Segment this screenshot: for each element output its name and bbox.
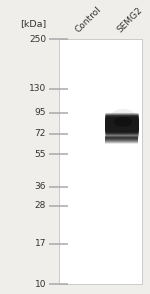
Text: 95: 95	[34, 108, 46, 117]
Text: SEMG2: SEMG2	[115, 6, 144, 35]
Text: 130: 130	[29, 84, 46, 93]
Text: 17: 17	[34, 239, 46, 248]
Ellipse shape	[108, 109, 138, 135]
Text: [kDa]: [kDa]	[20, 19, 46, 28]
Text: 55: 55	[34, 150, 46, 159]
Text: 72: 72	[35, 129, 46, 138]
Text: Control: Control	[74, 5, 103, 35]
Ellipse shape	[114, 117, 132, 127]
Text: 36: 36	[34, 182, 46, 191]
Text: 28: 28	[35, 201, 46, 210]
Text: 250: 250	[29, 34, 46, 44]
Text: 10: 10	[34, 280, 46, 289]
FancyBboxPatch shape	[59, 39, 142, 284]
